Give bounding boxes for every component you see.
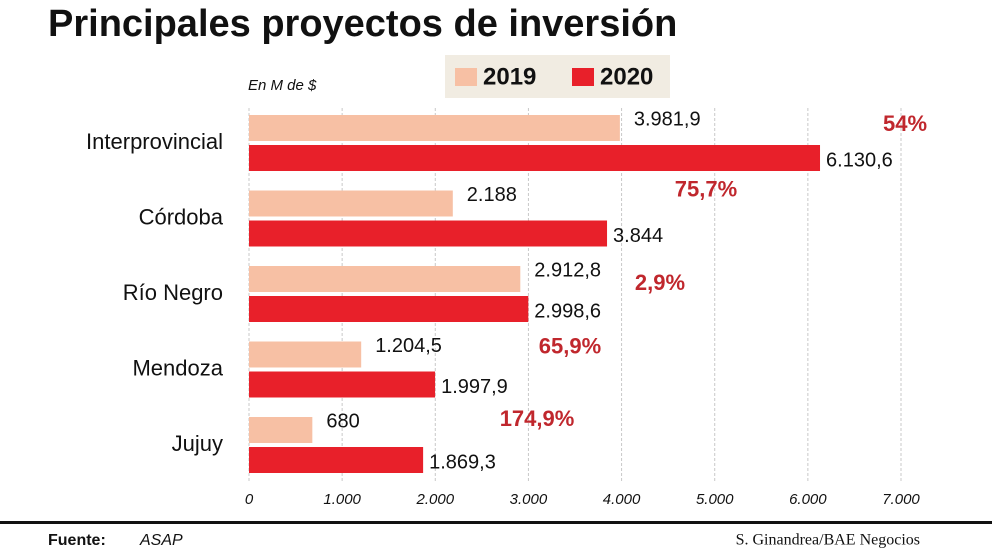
x-tick-label: 1.000 [323,491,361,508]
value-label: 1.997,9 [441,376,508,398]
credit: S. Ginandrea/BAE Negocios [736,532,920,549]
bar [249,190,453,217]
legend-swatch [455,68,477,86]
x-tick-label: 0 [245,491,254,508]
bar [249,115,620,141]
bar [249,341,362,368]
growth-label: 174,9% [500,406,575,431]
category-label: Córdoba [139,204,224,229]
growth-label: 75,7% [675,176,737,201]
bar [249,447,424,473]
value-label: 3.844 [613,225,663,247]
growth-label: 65,9% [539,333,601,358]
bar [249,145,821,171]
x-tick-label: 2.000 [416,491,455,508]
bar [249,220,608,247]
chart-title: Principales proyectos de inversión [48,3,677,45]
value-label: 1.204,5 [375,335,442,357]
growth-label: 2,9% [635,270,685,295]
legend-label: 2020 [600,63,653,90]
value-label: 2.912,8 [534,259,601,281]
bar [249,371,436,398]
value-label: 6.130,6 [826,149,893,171]
x-tick-label: 4.000 [603,491,641,508]
x-tick-label: 6.000 [789,491,827,508]
legend-swatch [572,68,594,86]
category-label: Mendoza [132,355,223,380]
bar [249,417,313,443]
source-label: Fuente: [48,532,106,549]
x-tick-label: 7.000 [882,491,920,508]
value-label: 2.188 [467,184,517,206]
category-label: Interprovincial [86,129,223,154]
legend-label: 2019 [483,63,536,90]
category-label: Jujuy [172,431,223,456]
value-label: 680 [326,410,359,432]
x-tick-label: 3.000 [510,491,548,508]
subtitle: En M de $ [248,77,317,94]
legend-box [445,55,670,98]
category-label: Río Negro [123,280,223,305]
value-label: 2.998,6 [534,300,601,322]
source: ASAP [139,532,183,549]
footer-rule [0,521,992,524]
x-tick-label: 5.000 [696,491,734,508]
growth-label: 54% [883,111,927,136]
value-label: 3.981,9 [634,108,701,130]
bar [249,266,521,292]
bar [249,296,529,322]
value-label: 1.869,3 [429,451,496,473]
